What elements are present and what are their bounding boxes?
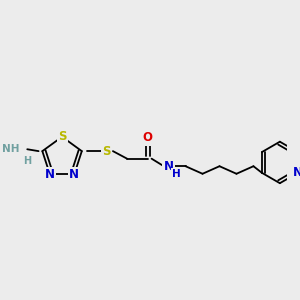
Text: NH: NH bbox=[2, 144, 20, 154]
Text: S: S bbox=[102, 145, 111, 158]
Text: N: N bbox=[69, 168, 79, 181]
Text: S: S bbox=[58, 130, 66, 143]
Text: O: O bbox=[143, 131, 153, 144]
Text: H: H bbox=[172, 169, 181, 179]
Text: N: N bbox=[164, 160, 174, 173]
Text: H: H bbox=[23, 156, 31, 166]
Text: N: N bbox=[293, 166, 300, 179]
Text: N: N bbox=[45, 168, 55, 181]
